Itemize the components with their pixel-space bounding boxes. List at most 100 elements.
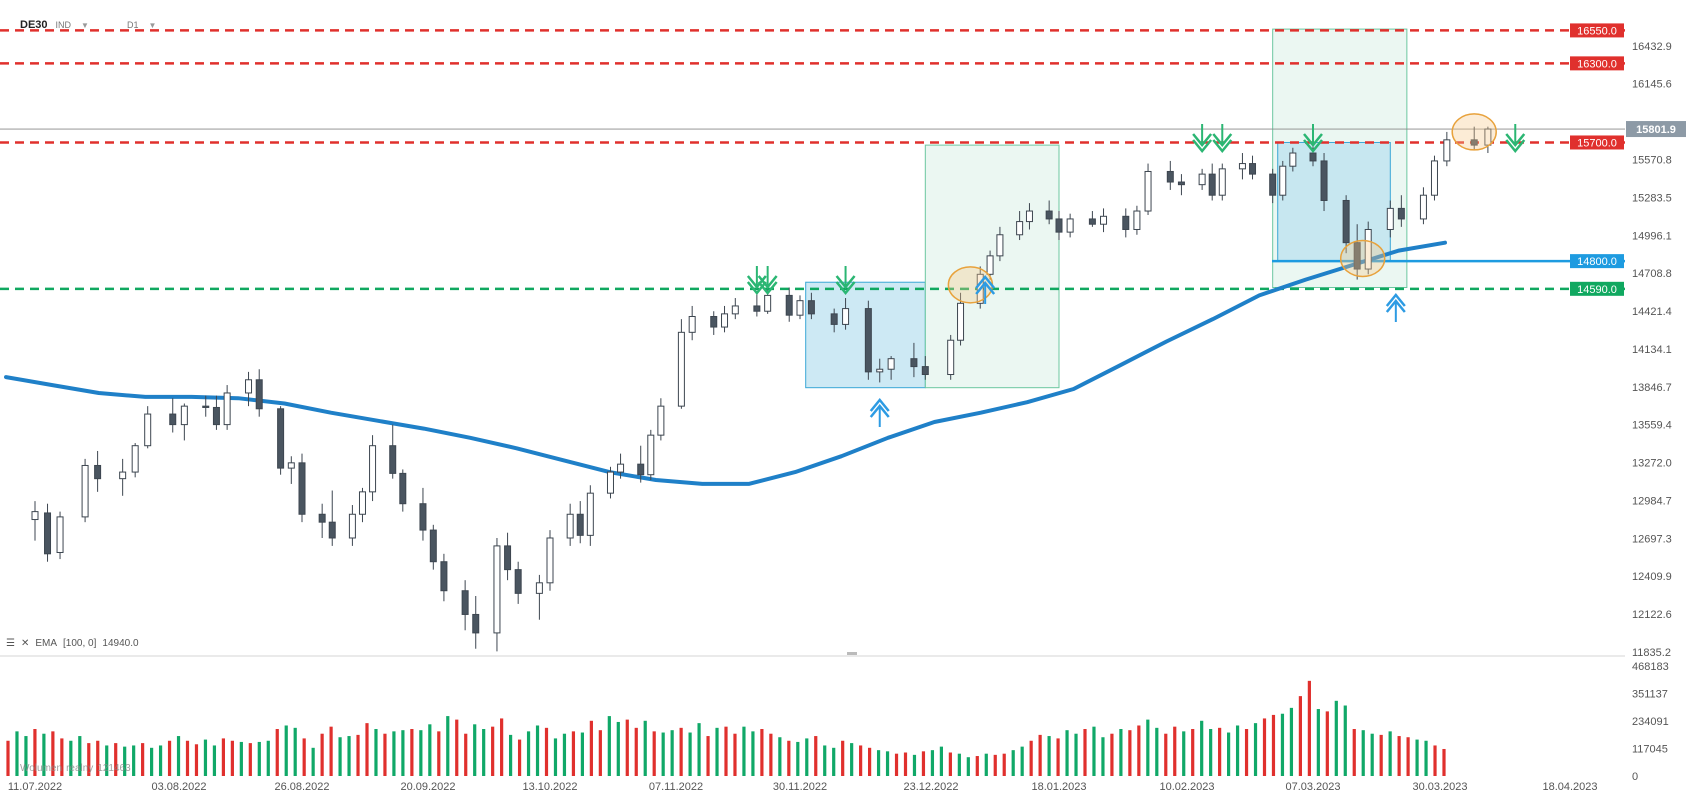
volume-label: Wolumen [20,763,63,774]
volume-bar [33,729,37,776]
volume-bar [500,718,504,776]
volume-bar [993,754,997,776]
candle-body [753,305,761,312]
timeframe-label[interactable]: D1 [126,20,139,30]
candle [1342,195,1350,254]
level-label: 14590.0 [1577,284,1617,296]
arrow-head [869,398,890,412]
candle [947,334,955,380]
volume-bar [1218,727,1222,776]
volume-bar [428,724,432,776]
volume-bar [1253,723,1258,776]
candle-body [637,463,645,476]
candle-body [1470,139,1478,146]
level-label-bg [1570,23,1624,38]
y-tick-label: 11835.2 [1632,647,1671,659]
candle [1198,168,1206,190]
volume-bar [1056,738,1060,776]
volume-bar [1155,727,1159,776]
candle [1045,200,1053,225]
level-label-bg [1570,281,1624,296]
candle-body [493,545,501,634]
arrow-head [1303,133,1323,147]
candle [1249,155,1257,180]
candle [94,450,102,492]
ema-indicator-legend: ☰ ✕ EMA [100, 0] 14940.0 [6,638,139,649]
arrow-head [1505,139,1526,153]
volume-bar [885,751,890,776]
volume-bar [751,731,755,776]
candle-body [440,561,448,592]
volume-legend: Wolumen realny 121463 [20,763,131,774]
chevron-down-icon[interactable]: ▼ [148,20,157,30]
volume-bar [814,736,818,776]
candle-body [996,234,1004,257]
arrow-head [975,281,996,295]
candle-body [710,315,718,328]
volume-bar [464,733,468,776]
candle [1419,187,1427,225]
candle-body [1397,207,1405,220]
candle-body [586,492,594,536]
volume-bar [823,745,827,776]
candle-body [358,491,366,515]
volume-bar [859,745,863,776]
settings-icon[interactable]: ☰ [6,638,15,649]
y-tick-label: 13272.0 [1632,458,1672,470]
down-arrow-icon [1212,124,1233,153]
candle-body [1055,218,1063,233]
candle-body [419,503,427,531]
volume-bar [6,740,10,776]
volume-bar [374,729,378,776]
volume-tick-label: 351137 [1632,689,1668,701]
candle-body [245,379,253,394]
down-arrow-icon [757,266,778,295]
candle [31,501,39,541]
candle-body [1133,210,1141,230]
candle [887,356,895,380]
y-tick-label: 13846.7 [1632,382,1672,394]
volume-bar [347,736,351,776]
candle [1166,160,1174,190]
y-tick-label: 14134.1 [1632,344,1672,356]
candle-body [796,300,804,316]
volume-bar [921,751,926,776]
volume-bar [679,727,683,776]
candle-body [1320,160,1328,201]
candle-body [546,537,554,584]
symbol-label[interactable]: DE30 [20,19,48,31]
candle-body [44,512,52,555]
candle-body [1249,163,1257,175]
candle-body [764,294,772,312]
close-icon[interactable]: ✕ [20,638,30,649]
candle [348,505,356,546]
volume-bar [796,741,800,776]
candle-body [1166,170,1174,183]
volume-bar [87,743,91,776]
candle-body [1309,152,1317,162]
candle-body [1430,160,1438,196]
candle-body [1353,242,1361,270]
candle [637,445,645,483]
volume-bar [482,729,486,776]
candle [1066,213,1074,238]
volume-bar [419,730,423,776]
indicator-name: EMA [35,638,58,649]
volume-bar [293,727,297,776]
chevron-down-icon[interactable]: ▼ [81,20,89,30]
volume-bar [589,720,593,776]
arrow-head [757,275,778,289]
volume-bar [733,733,737,776]
candle-body [202,405,210,408]
candle-body [56,516,64,553]
candle-body [131,445,139,473]
instrument-type-label[interactable]: IND [55,20,72,30]
volume-bar [1065,730,1069,776]
volume-bar [616,721,620,776]
volume-bar [868,747,872,776]
volume-bar [706,736,710,776]
arrow-head [835,275,856,289]
pane-resize-handle [847,652,857,655]
volume-bar [1316,709,1320,776]
